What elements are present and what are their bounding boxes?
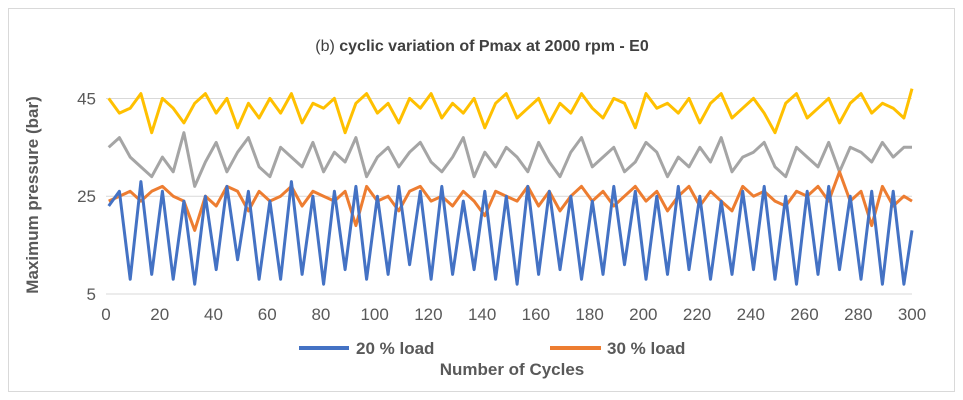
x-tick-label-2: 40 [204, 305, 223, 324]
y-tick-label-0: 5 [87, 285, 96, 304]
legend-label-20-load: 20 % load [356, 339, 434, 358]
x-tick-label-11: 220 [683, 305, 711, 324]
x-tick-label-7: 140 [468, 305, 496, 324]
x-tick-label-6: 120 [414, 305, 442, 324]
x-tick-label-12: 240 [737, 305, 765, 324]
series-line-1 [108, 170, 913, 232]
y-axis-title: Maximum pressure (bar) [23, 96, 42, 293]
x-tick-label-5: 100 [360, 305, 388, 324]
x-tick-label-9: 180 [575, 305, 603, 324]
x-tick-label-14: 280 [844, 305, 872, 324]
x-tick-label-8: 160 [522, 305, 550, 324]
chart-title-main: cyclic variation of Pmax at 2000 rpm - E… [339, 38, 649, 55]
x-tick-label-10: 200 [629, 305, 657, 324]
x-tick-label-4: 80 [311, 305, 330, 324]
chart-frame: (b) cyclic variation of Pmax at 2000 rpm… [8, 8, 955, 392]
series-line-2 [107, 131, 912, 188]
series-lines [107, 88, 914, 286]
y-tick-label-1: 25 [77, 187, 96, 206]
series-line-3 [107, 88, 914, 135]
y-tick-label-2: 45 [77, 89, 96, 108]
x-tick-label-13: 260 [790, 305, 818, 324]
chart-svg: (b) cyclic variation of Pmax at 2000 rpm… [23, 38, 926, 379]
series-line-0 [107, 180, 914, 286]
chart-title-prefix: (b) [315, 38, 339, 55]
x-tick-label-15: 300 [898, 305, 926, 324]
x-tick-label-0: 0 [101, 305, 110, 324]
tick-labels: 5 25 45 0 20 40 60 80 100 120 140 160 180 200 220 240 26… [77, 89, 926, 324]
chart-title: (b) cyclic variation of Pmax at 2000 rpm… [315, 38, 649, 55]
x-tick-label-3: 60 [258, 305, 277, 324]
x-axis-title: Number of Cycles [440, 360, 585, 379]
legend-label-30-load: 30 % load [607, 339, 685, 358]
legend: 20 % load 30 % load [299, 339, 685, 358]
x-tick-label-1: 20 [150, 305, 169, 324]
